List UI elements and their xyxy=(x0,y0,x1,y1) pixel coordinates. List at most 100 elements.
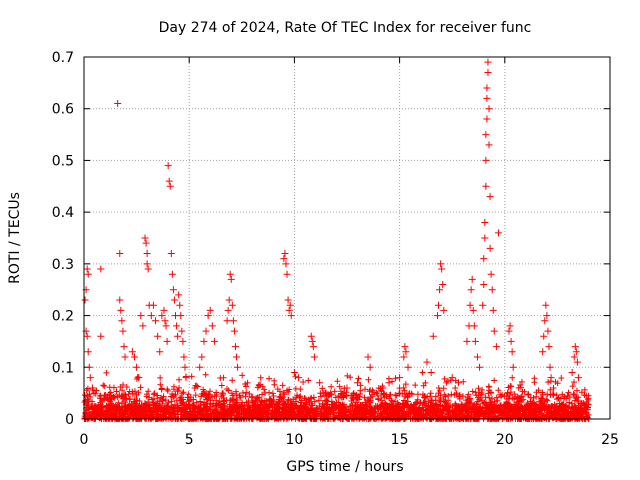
data-point xyxy=(422,406,429,413)
data-point xyxy=(307,395,314,402)
data-point xyxy=(172,391,179,398)
x-tick-label: 15 xyxy=(391,432,409,448)
data-point xyxy=(83,332,91,340)
data-point xyxy=(485,105,493,113)
data-point xyxy=(529,408,536,415)
data-point xyxy=(585,395,592,402)
data-point xyxy=(164,386,171,393)
data-point xyxy=(445,397,452,404)
data-point xyxy=(358,414,365,421)
data-point xyxy=(85,397,92,404)
data-point xyxy=(158,395,165,402)
data-point xyxy=(133,397,140,404)
data-point xyxy=(539,405,546,412)
data-point xyxy=(539,391,546,398)
data-point xyxy=(410,402,417,409)
data-point xyxy=(187,405,194,412)
data-point xyxy=(393,415,400,422)
data-point xyxy=(284,415,291,422)
data-point xyxy=(552,408,559,415)
data-point xyxy=(282,260,290,268)
data-point xyxy=(223,397,230,404)
axis-ticks xyxy=(83,56,611,420)
data-point xyxy=(133,391,140,398)
data-point xyxy=(540,332,548,340)
data-point xyxy=(123,404,130,411)
data-point xyxy=(121,353,129,361)
data-point xyxy=(179,390,186,397)
data-point xyxy=(396,385,403,392)
data-point xyxy=(97,265,105,273)
data-point xyxy=(262,390,269,397)
data-point xyxy=(152,317,160,325)
data-point xyxy=(509,395,516,402)
data-point xyxy=(163,337,171,345)
data-point xyxy=(543,312,551,320)
data-point xyxy=(341,411,348,418)
data-point xyxy=(294,411,301,418)
data-point xyxy=(560,406,567,413)
data-point xyxy=(396,390,403,397)
data-point xyxy=(422,411,429,418)
data-point xyxy=(527,398,534,405)
data-point xyxy=(319,403,326,410)
data-point xyxy=(128,348,136,356)
data-point xyxy=(207,388,214,395)
data-point xyxy=(384,402,391,409)
data-point xyxy=(430,403,437,410)
data-point xyxy=(356,393,363,400)
data-point xyxy=(100,382,107,389)
data-point xyxy=(160,409,167,416)
data-point xyxy=(178,327,186,335)
data-point xyxy=(509,363,517,371)
data-point xyxy=(281,250,289,258)
data-point xyxy=(571,343,579,351)
data-point xyxy=(482,407,489,414)
data-point xyxy=(374,390,381,397)
data-point xyxy=(276,415,283,422)
data-point xyxy=(488,286,496,294)
data-point xyxy=(208,322,216,330)
data-point xyxy=(511,391,518,398)
data-point xyxy=(292,395,299,402)
data-point xyxy=(88,384,96,392)
data-point xyxy=(379,384,387,392)
data-point xyxy=(180,389,187,396)
data-point xyxy=(530,395,537,402)
data-point xyxy=(97,332,105,340)
data-point xyxy=(423,358,431,366)
data-point xyxy=(433,401,440,408)
data-point xyxy=(107,392,114,399)
chart-title: Day 274 of 2024, Rate Of TEC Index for r… xyxy=(159,20,532,36)
data-point xyxy=(118,400,125,407)
data-point xyxy=(85,363,93,371)
data-point xyxy=(440,385,447,392)
data-point xyxy=(491,408,498,415)
data-point xyxy=(307,406,314,413)
data-point xyxy=(123,383,130,390)
data-point xyxy=(564,410,571,417)
data-point xyxy=(547,386,554,393)
data-point xyxy=(279,382,286,389)
data-point xyxy=(489,306,497,314)
data-point xyxy=(307,332,315,340)
data-point xyxy=(257,374,264,381)
data-point xyxy=(308,394,315,401)
data-point xyxy=(84,270,92,278)
data-point xyxy=(115,403,122,410)
grid xyxy=(84,57,610,419)
x-axis-label: GPS time / hours xyxy=(286,459,403,475)
data-point xyxy=(181,363,189,371)
data-point xyxy=(455,379,463,387)
data-point xyxy=(509,374,516,381)
data-point xyxy=(234,405,241,412)
data-point xyxy=(157,408,164,415)
data-point xyxy=(386,395,393,402)
data-point xyxy=(477,409,484,416)
data-point xyxy=(84,348,92,356)
data-point xyxy=(432,393,439,400)
data-point xyxy=(414,391,421,398)
data-point xyxy=(475,385,482,392)
data-point xyxy=(506,322,514,330)
